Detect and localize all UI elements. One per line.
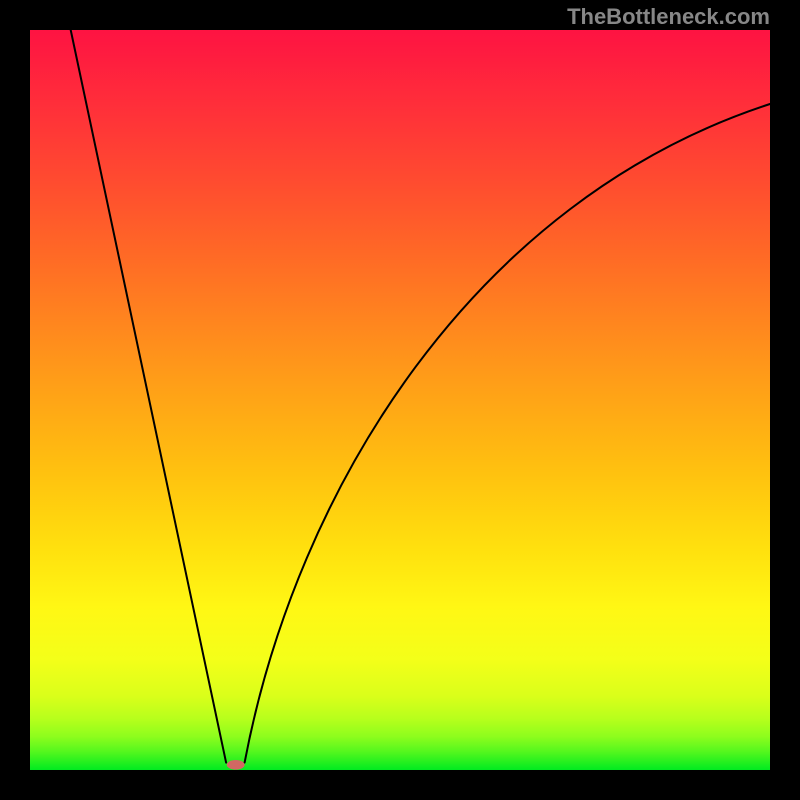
curve-right-branch	[245, 104, 770, 763]
chart-stage: TheBottleneck.com	[0, 0, 800, 800]
curve-left-branch	[71, 30, 226, 763]
min-marker	[227, 760, 245, 770]
curve-layer	[0, 0, 800, 800]
watermark-label: TheBottleneck.com	[567, 4, 770, 30]
